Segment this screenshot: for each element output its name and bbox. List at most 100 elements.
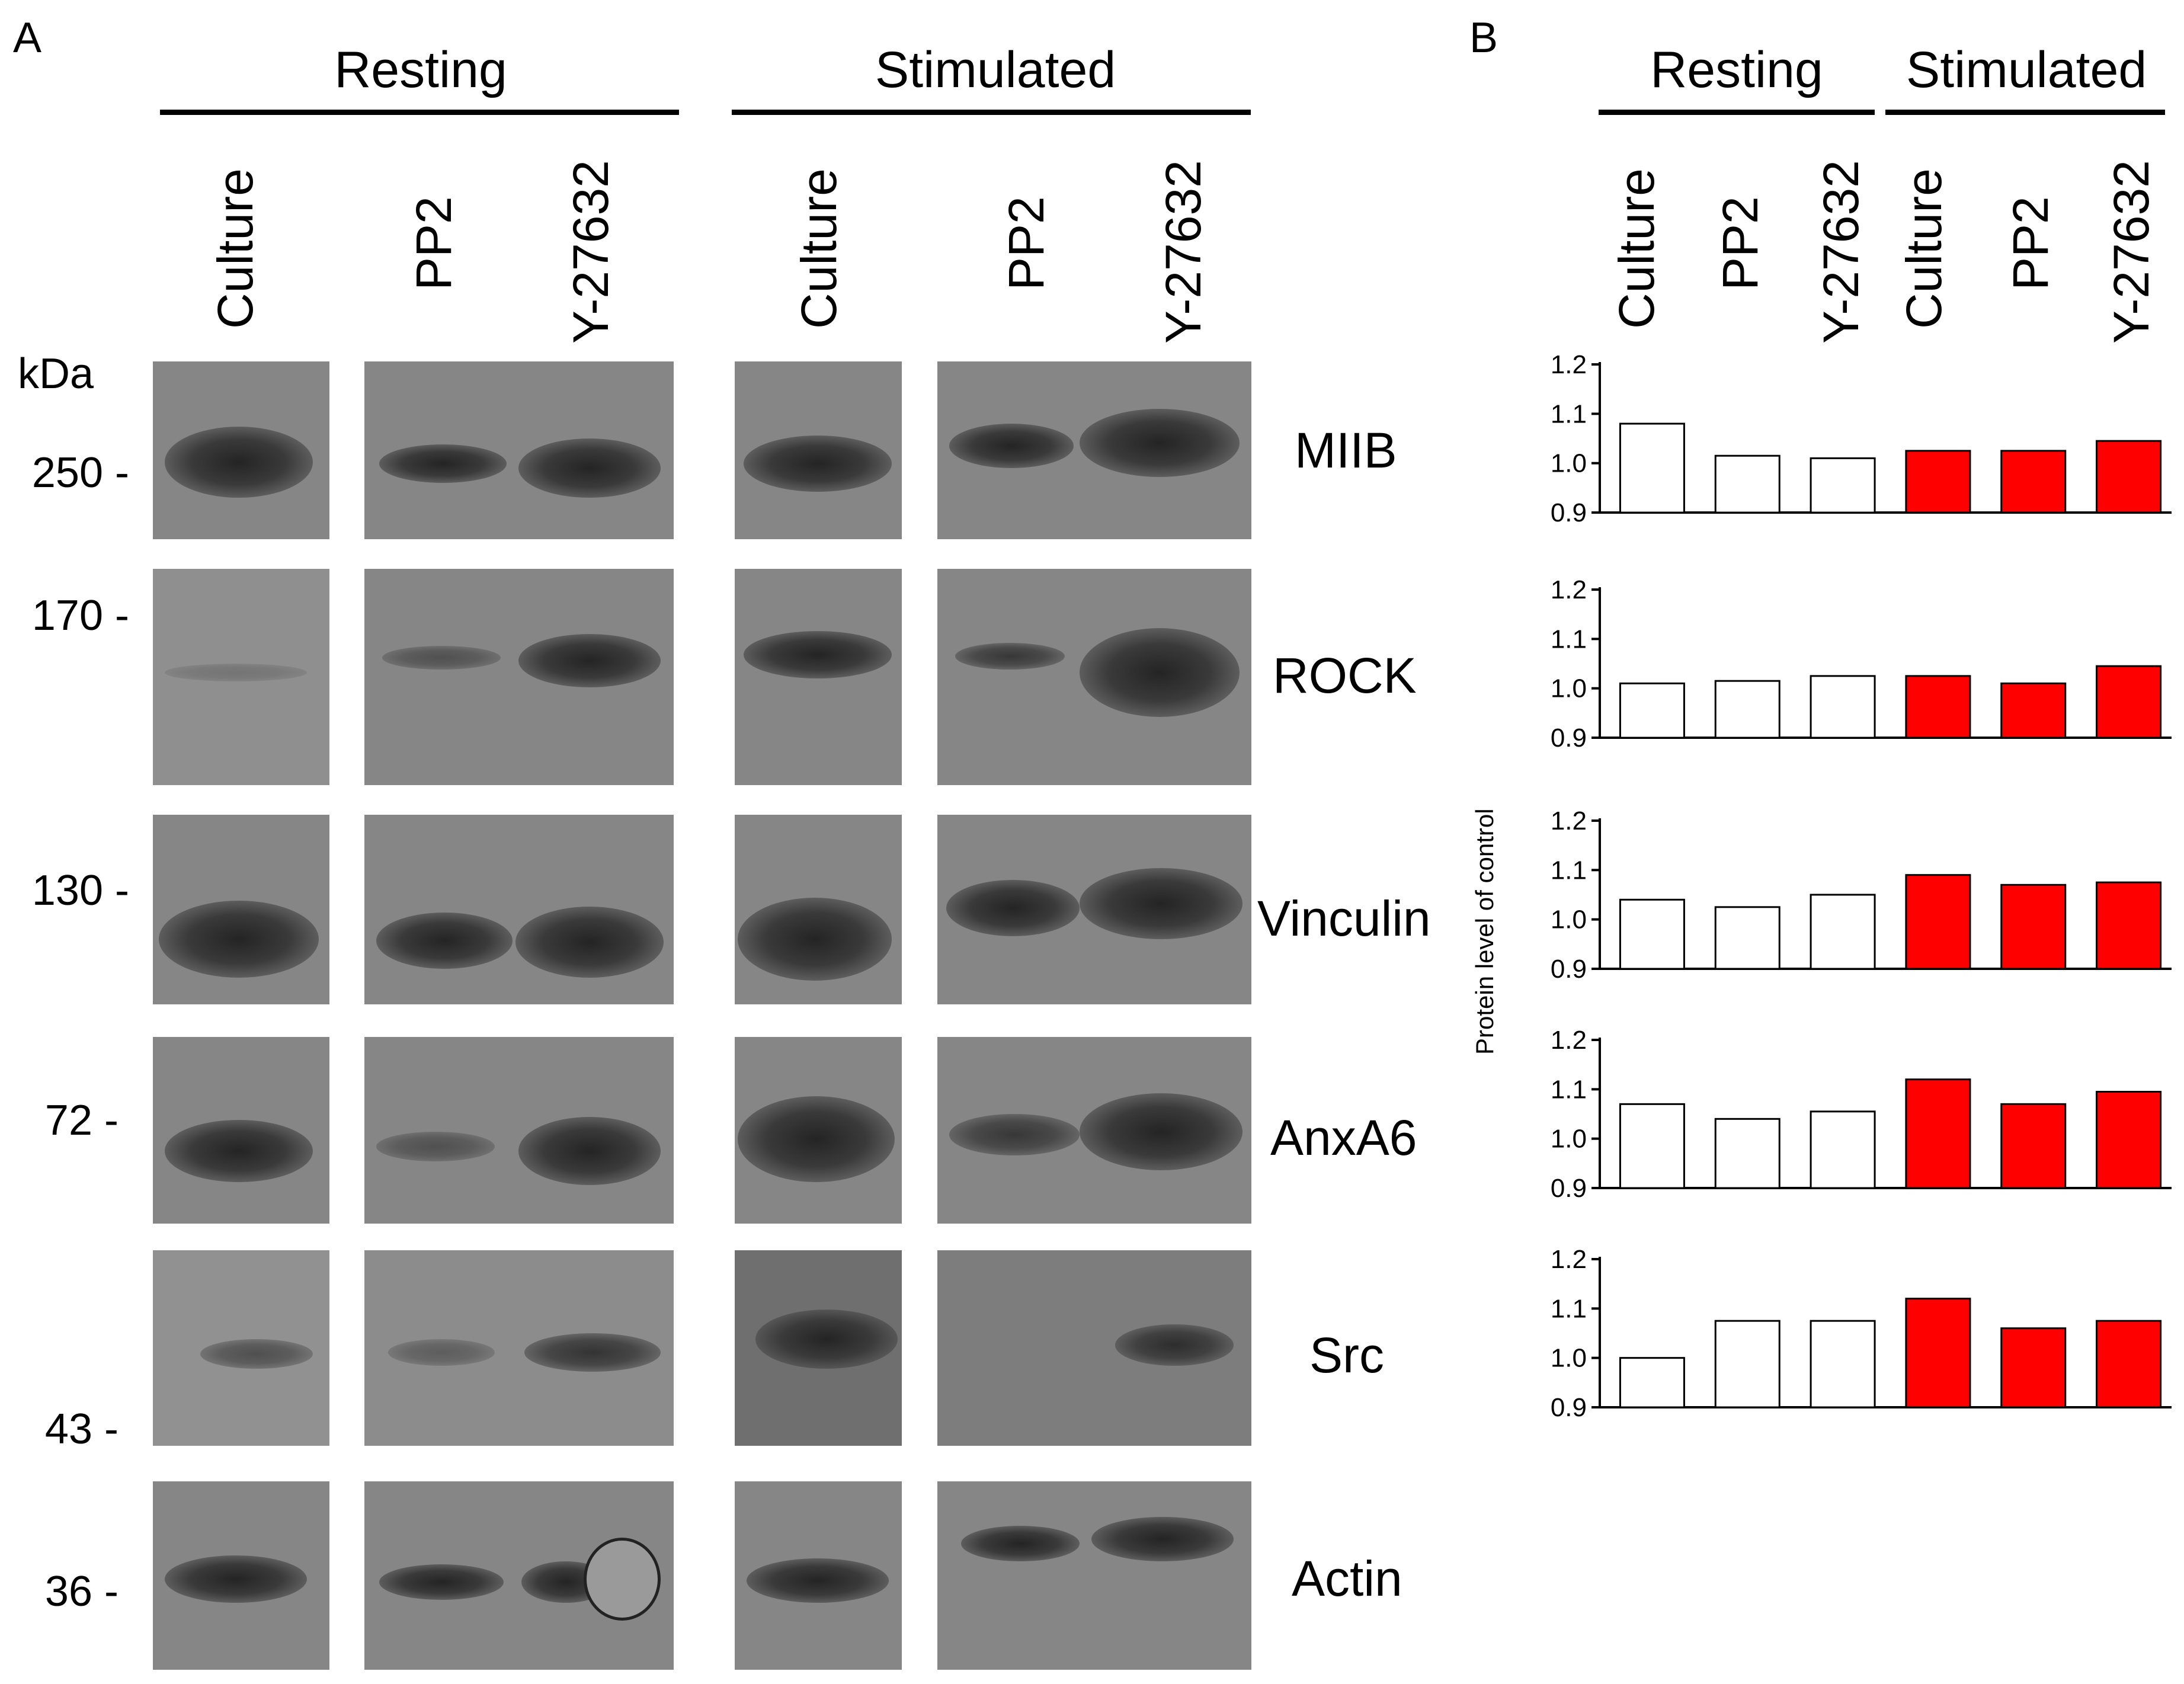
bar [1714, 1320, 1780, 1408]
panel-b-resting-rule [1599, 110, 1875, 115]
bar [1905, 675, 1971, 739]
y-axis-label: Protein level of control [1471, 808, 1498, 1055]
panel-b-resting-title: Resting [1650, 41, 1823, 98]
bar [2000, 450, 2067, 514]
bar [1714, 906, 1780, 970]
bar [1810, 1110, 1876, 1189]
bar [1905, 874, 1971, 970]
bar [2000, 883, 2067, 970]
bar [2000, 682, 2067, 739]
panel-b-stimulated-rule [1885, 110, 2165, 115]
protein-label-vinculin: Vinculin [1257, 891, 1431, 946]
bar [2096, 665, 2162, 739]
y-tick-label: 1.1 [1551, 399, 1587, 428]
blot-miib-stimulated-culture [735, 361, 902, 539]
panel-a-resting-title: Resting [334, 41, 507, 98]
marker-36: 36 - [44, 1568, 119, 1615]
bar [1905, 1078, 1971, 1189]
y-tick-label: 1.2 [1551, 350, 1587, 379]
blot-rock-stimulated-culture [735, 569, 902, 785]
protein-label-anxa6: AnxA6 [1270, 1110, 1417, 1166]
blot-actin-resting-culture [153, 1481, 329, 1670]
panel-a-resting-rule [160, 110, 679, 115]
lane-label: Culture [1609, 168, 1664, 329]
blot-actin-stimulated-culture [735, 1481, 902, 1670]
y-tick-label: 1.2 [1551, 1245, 1587, 1274]
blot-actin-resting-pp2-y27632 [364, 1481, 674, 1670]
bar [1714, 680, 1780, 739]
panel-b-letter: B [1469, 14, 1498, 62]
bar [1714, 1118, 1780, 1189]
blot-rock-resting-pp2-y27632 [364, 569, 674, 785]
bar [1905, 450, 1971, 514]
y-tick-label: 1.0 [1551, 1344, 1587, 1373]
panel-a-stimulated-rule [732, 110, 1251, 115]
bar [1905, 1298, 1971, 1408]
blot-anxa6-stimulated-culture [735, 1037, 902, 1224]
blot-src-stimulated-culture [735, 1250, 902, 1446]
blot-actin-stimulated-pp2-y27632 [937, 1481, 1251, 1670]
bar [1810, 894, 1876, 970]
marker-250: 250 - [31, 449, 129, 497]
y-tick-label: 1.2 [1551, 1026, 1587, 1055]
marker-72: 72 - [44, 1097, 119, 1144]
bar [1619, 682, 1685, 739]
bar [1714, 454, 1780, 514]
lane-label: Y-27632 [2103, 160, 2159, 344]
blot-src-resting-culture [153, 1250, 329, 1446]
blot-anxa6-resting-pp2-y27632 [364, 1037, 674, 1224]
y-tick-label: 1.1 [1551, 1075, 1587, 1104]
bar [2096, 881, 2162, 970]
y-tick-label: 0.9 [1551, 1393, 1587, 1422]
bar [1810, 675, 1876, 739]
y-tick-label: 0.9 [1551, 723, 1587, 753]
bar [2000, 1327, 2067, 1408]
lane-label: Y-27632 [563, 160, 619, 344]
blot-miib-resting-culture [153, 361, 329, 539]
y-tick-label: 1.2 [1551, 575, 1587, 604]
y-tick-label: 0.9 [1551, 498, 1587, 527]
bar [1619, 422, 1685, 514]
bar [1619, 898, 1685, 970]
blot-vinculin-stimulated-culture [735, 815, 902, 1004]
protein-label-miib: MIIB [1295, 422, 1397, 478]
bar [1619, 1103, 1685, 1189]
blot-vinculin-resting-pp2-y27632 [364, 815, 674, 1004]
bar [1619, 1357, 1685, 1408]
y-tick-label: 1.0 [1551, 1125, 1587, 1154]
y-tick-label: 1.1 [1551, 1294, 1587, 1323]
blot-vinculin-resting-culture [153, 815, 329, 1004]
marker-43: 43 - [44, 1406, 119, 1453]
blot-src-resting-pp2-y27632 [364, 1250, 674, 1446]
bar-charts: 0.9 1.0 1.1 1.2 0.9 1.0 1.1 1.2 0.9 1.0 1.1 1.2 0.9 1… [1551, 350, 2172, 1422]
bar [1810, 1320, 1876, 1408]
bar [1810, 457, 1876, 514]
protein-label-rock: ROCK [1273, 648, 1417, 703]
bar [2096, 1091, 2162, 1189]
bar [2096, 440, 2162, 514]
y-tick-label: 1.0 [1551, 449, 1587, 478]
lane-label: PP2 [1712, 196, 1768, 290]
bar [2000, 1103, 2067, 1189]
panel-a-stimulated-title: Stimulated [875, 41, 1116, 98]
lane-label: PP2 [406, 196, 462, 290]
lane-label: Culture [791, 168, 847, 329]
blot-rock-stimulated-pp2-y27632 [937, 569, 1251, 785]
lane-label: Culture [1896, 168, 1952, 329]
marker-130: 130 - [31, 867, 129, 914]
blot-anxa6-resting-culture [153, 1037, 329, 1224]
blot-rock-resting-culture [153, 569, 329, 785]
lane-label: PP2 [998, 196, 1054, 290]
bar [2096, 1320, 2162, 1408]
protein-label-actin: Actin [1292, 1551, 1402, 1606]
lane-label: Culture [207, 168, 263, 329]
lane-label: Y-27632 [1813, 160, 1869, 344]
kda-label: kDa [18, 350, 94, 398]
panel-a-letter: A [13, 14, 42, 62]
marker-170: 170 - [31, 592, 129, 639]
y-tick-label: 1.2 [1551, 806, 1587, 835]
blot-miib-resting-pp2-y27632 [364, 361, 674, 539]
y-tick-label: 1.0 [1551, 674, 1587, 703]
y-tick-label: 0.9 [1551, 1174, 1587, 1203]
y-tick-label: 0.9 [1551, 955, 1587, 984]
